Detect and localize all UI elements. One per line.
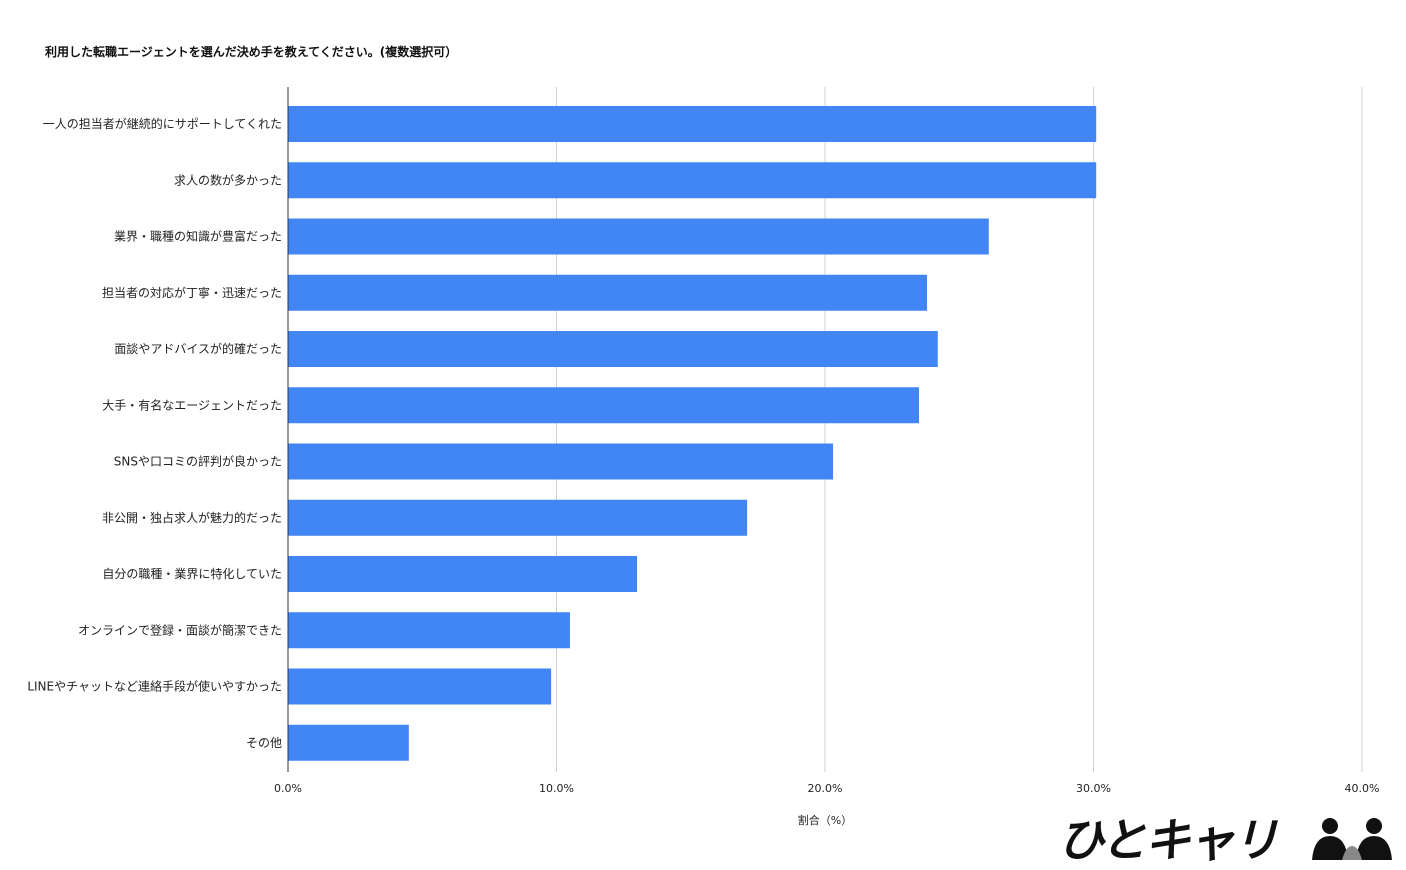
bar	[288, 668, 552, 705]
bar	[288, 443, 834, 480]
category-label: 面談やアドバイスが的確だった	[114, 341, 282, 356]
x-axis-label: 割合（%）	[797, 814, 853, 827]
bar	[288, 499, 748, 536]
category-label: オンラインで登録・面談が簡潔できた	[78, 622, 282, 637]
hitocari-logo: ひとキャリ	[1058, 813, 1392, 864]
tick-labels: 0.0% 10.0% 20.0% 30.0% 40.0%	[274, 782, 1379, 795]
x-tick-label: 20.0%	[808, 782, 843, 795]
gridlines	[556, 87, 1363, 772]
category-label: 担当者の対応が丁寧・迅速だった	[102, 285, 282, 300]
bar-chart: 一人の担当者が継続的にサポートしてくれた求人の数が多かった業界・職種の知識が豊富…	[27, 87, 1379, 795]
category-label: その他	[246, 736, 282, 750]
x-tick-label: 10.0%	[539, 782, 574, 795]
x-tick-label: 30.0%	[1076, 782, 1111, 795]
x-tick-label: 0.0%	[274, 782, 302, 795]
bar	[288, 556, 638, 592]
x-tick-label: 40.0%	[1345, 782, 1380, 795]
chart-title: 利用した転職エージェントを選んだ決め手を教えてください。(複数選択可）	[45, 45, 458, 59]
bar	[288, 106, 1097, 142]
category-label: LINEやチャットなど連絡手段が使いやすかった	[27, 679, 282, 694]
logo-text: ひとキャリ	[1058, 813, 1279, 864]
bar	[288, 218, 989, 255]
category-label: 業界・職種の知識が豊富だった	[114, 229, 282, 244]
category-label: 非公開・独占求人が魅力的だった	[102, 510, 282, 525]
two-people-icon	[1312, 818, 1392, 860]
bar	[288, 274, 928, 311]
category-label: 自分の職種・業界に特化していた	[102, 566, 282, 581]
category-label: 求人の数が多かった	[174, 172, 282, 187]
category-label: 一人の担当者が継続的にサポートしてくれた	[43, 116, 282, 131]
bar	[288, 331, 938, 367]
bars	[288, 106, 1097, 761]
bar	[288, 612, 570, 649]
bar	[288, 162, 1097, 199]
category-label: 大手・有名なエージェントだった	[102, 397, 282, 412]
bar	[288, 724, 409, 761]
bar	[288, 387, 919, 424]
category-labels: 一人の担当者が継続的にサポートしてくれた求人の数が多かった業界・職種の知識が豊富…	[27, 116, 282, 750]
category-label: SNSや口コミの評判が良かった	[114, 454, 282, 469]
